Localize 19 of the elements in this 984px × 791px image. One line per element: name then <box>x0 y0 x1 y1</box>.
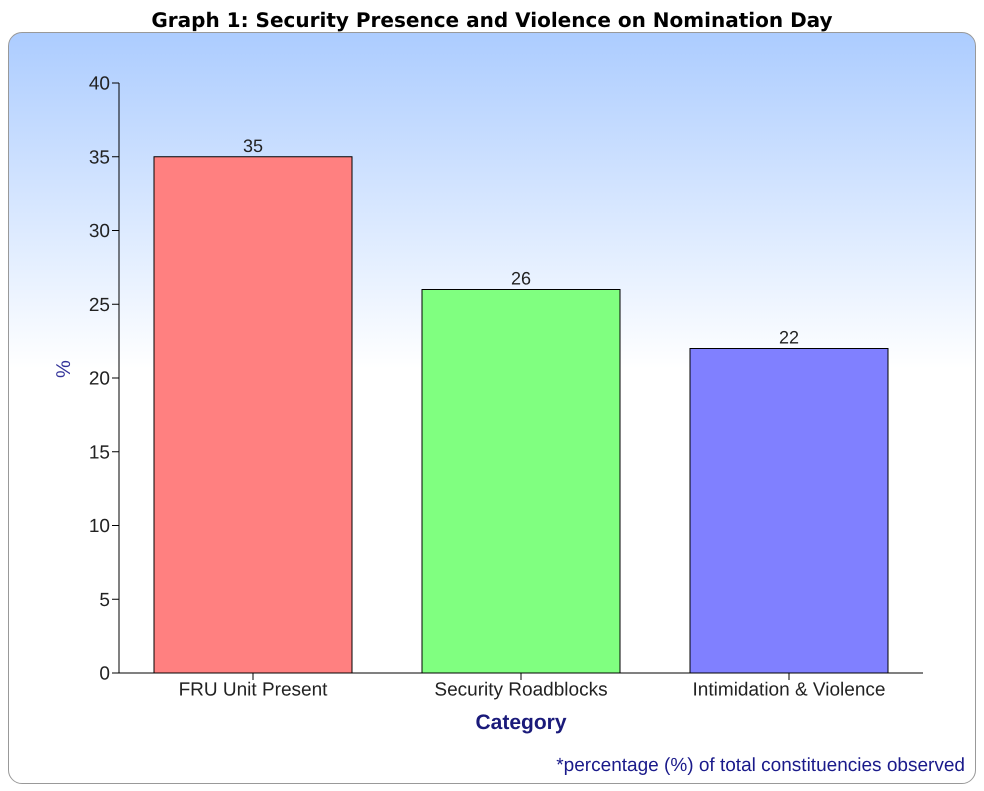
text: *percentage (%) of total constituencies observed <box>556 755 965 776</box>
y-tick-label: 35 <box>88 147 110 168</box>
y-tick-label: 30 <box>88 221 110 242</box>
y-axis-title: % <box>53 360 76 378</box>
x-axis-title: Category <box>475 711 567 734</box>
chart-title: Graph 1: Security Presence and Violence on Nomination Day <box>150 8 834 32</box>
y-tick-label: 20 <box>88 368 110 390</box>
data-label: 26 <box>510 268 532 288</box>
x-tick-label: Security Roadblocks <box>434 679 608 700</box>
x-tick-label: FRU Unit Present <box>178 679 328 700</box>
x-tick-label: Intimidation & Violence <box>692 679 886 700</box>
y-tick-label: 25 <box>88 294 110 316</box>
y-tick-label: 0 <box>99 664 110 685</box>
y-tick-label: 40 <box>88 74 110 95</box>
data-label: 35 <box>242 136 264 156</box>
data-label: 22 <box>778 328 800 348</box>
y-tick-label: 5 <box>99 590 110 611</box>
y-tick-label: 10 <box>88 516 110 538</box>
y-tick-label: 15 <box>88 442 110 464</box>
